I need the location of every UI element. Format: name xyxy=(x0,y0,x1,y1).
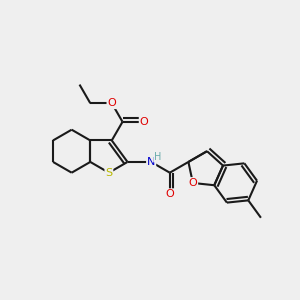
Text: N: N xyxy=(147,157,155,167)
Text: O: O xyxy=(188,178,197,188)
Text: S: S xyxy=(105,168,112,178)
Text: O: O xyxy=(165,189,174,199)
Text: O: O xyxy=(107,98,116,108)
Text: O: O xyxy=(140,117,148,127)
Text: H: H xyxy=(154,152,161,162)
